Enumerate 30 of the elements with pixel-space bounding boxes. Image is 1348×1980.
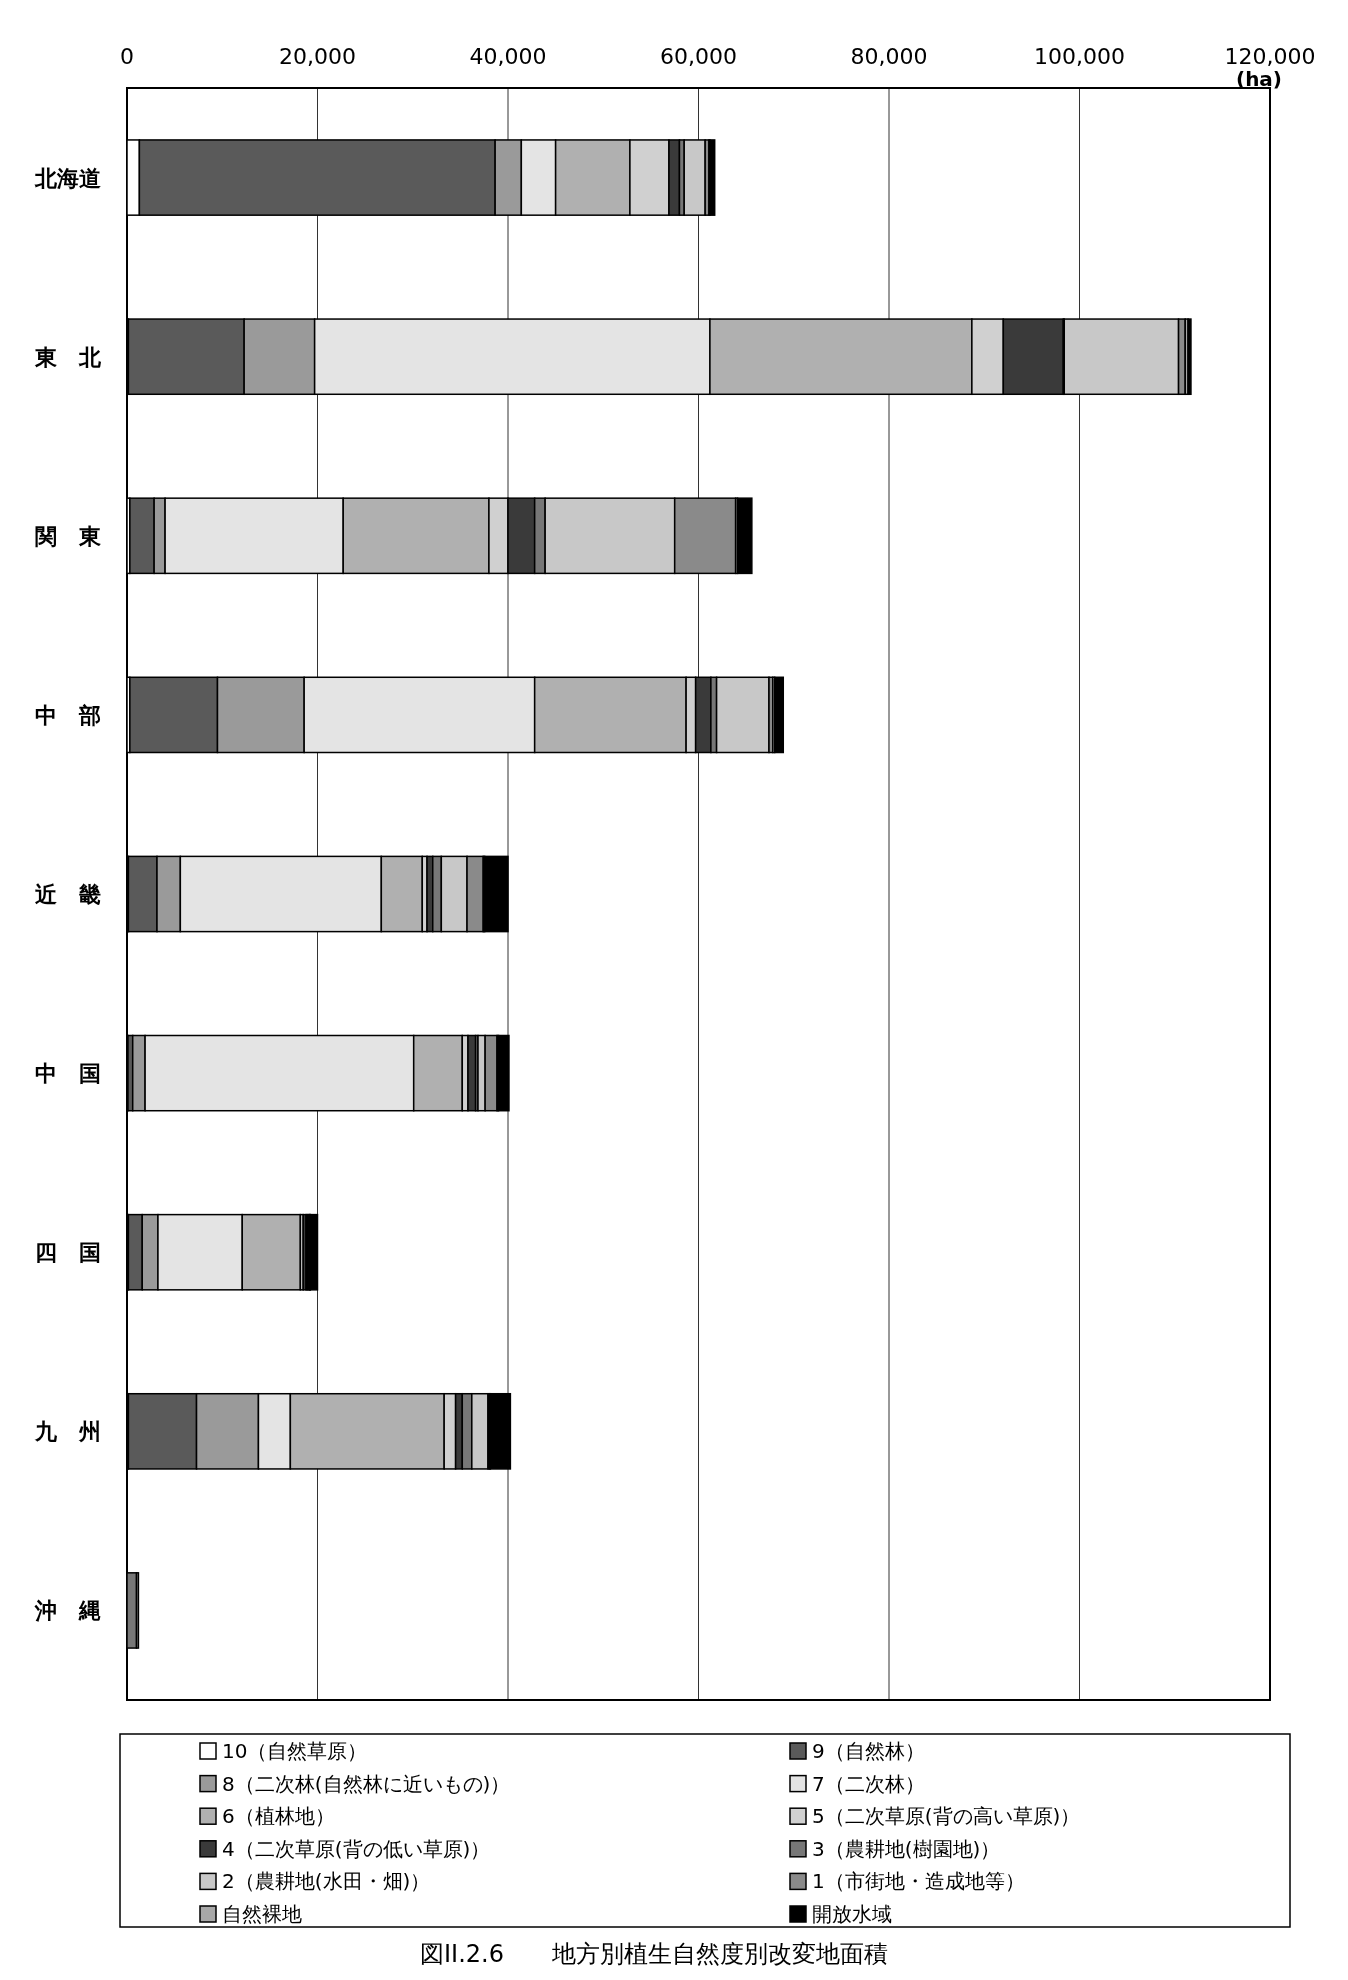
legend-label: 3（農耕地(樹園地)）	[812, 1836, 1001, 1861]
legend-label: 1（市街地・造成地等）	[812, 1869, 1025, 1894]
y-tick-label: 東 北	[34, 344, 102, 370]
legend-label: 開放水域	[812, 1902, 892, 1926]
x-tick-label: 20,000	[279, 44, 356, 69]
y-tick-label: 四 国	[35, 1240, 101, 1266]
y-tick-label: 九 州	[34, 1419, 101, 1445]
text: 図II.2.6 地方別植生自然度別改変地面積	[420, 1940, 888, 1968]
legend-label: 9（自然林）	[812, 1739, 925, 1763]
x-tick-label: 60,000	[660, 44, 737, 69]
legend-label: 2（農耕地(水田・畑)）	[222, 1869, 431, 1894]
y-tick-label: 沖 縄	[34, 1598, 101, 1624]
x-axis-title: (ha)	[1235, 67, 1282, 91]
y-tick-label: 近 畿	[34, 882, 101, 907]
legend-label: 4（二次草原(背の低い草原)）	[222, 1836, 491, 1861]
y-tick-label: 北海道	[34, 165, 101, 191]
y-tick-label: 中 国	[35, 1061, 101, 1087]
y-tick-label: 関 東	[35, 523, 101, 549]
legend-label: 10（自然草原）	[222, 1739, 368, 1763]
legend-label: 7（二次林）	[812, 1771, 925, 1796]
legend-label: 8（二次林(自然林に近いもの)）	[222, 1771, 511, 1796]
y-tick-label: 中 部	[35, 702, 101, 728]
legend-label: 自然裸地	[222, 1902, 302, 1926]
x-tick-label: 40,000	[469, 44, 547, 69]
x-tick-label: 80,000	[850, 44, 928, 69]
legend-label: 5（二次草原(背の高い草原)）	[812, 1804, 1081, 1829]
x-tick-label: 100,000	[1034, 44, 1125, 69]
x-tick-label: 120,000	[1224, 44, 1316, 69]
legend-label: 6（植林地）	[222, 1804, 335, 1829]
x-tick-label: 0	[120, 44, 134, 69]
